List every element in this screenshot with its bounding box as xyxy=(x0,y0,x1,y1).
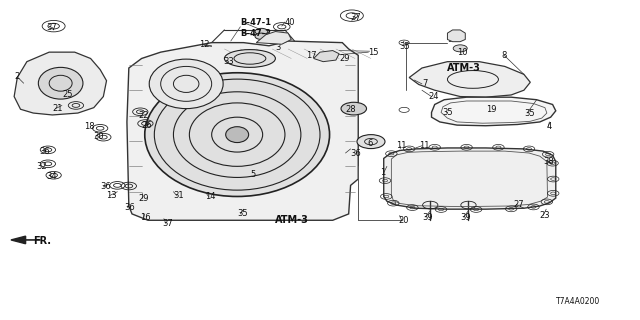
Circle shape xyxy=(357,135,385,148)
Text: 32: 32 xyxy=(36,162,47,171)
Text: 40: 40 xyxy=(285,18,296,27)
Text: 11: 11 xyxy=(419,141,429,150)
Text: 37: 37 xyxy=(46,23,57,32)
Text: 19: 19 xyxy=(486,105,496,114)
Text: 34: 34 xyxy=(46,172,56,181)
Text: 36: 36 xyxy=(124,203,135,212)
Text: 6: 6 xyxy=(368,139,373,148)
Text: 29: 29 xyxy=(339,54,349,63)
Polygon shape xyxy=(314,51,339,62)
Polygon shape xyxy=(384,148,556,209)
Text: 16: 16 xyxy=(140,213,151,222)
Text: 8: 8 xyxy=(502,51,507,60)
Text: 39: 39 xyxy=(460,212,471,222)
Text: 36: 36 xyxy=(40,147,51,156)
Polygon shape xyxy=(127,41,358,220)
Text: 1: 1 xyxy=(381,168,386,177)
Text: 35: 35 xyxy=(237,209,248,219)
Text: 14: 14 xyxy=(205,192,216,201)
Text: FR.: FR. xyxy=(33,236,51,246)
Polygon shape xyxy=(11,236,26,244)
Polygon shape xyxy=(431,97,556,126)
Text: 2: 2 xyxy=(14,72,19,81)
Text: 20: 20 xyxy=(398,216,409,225)
Text: 38: 38 xyxy=(543,157,554,166)
Text: 33: 33 xyxy=(223,57,234,66)
Polygon shape xyxy=(256,32,291,44)
Text: 31: 31 xyxy=(173,191,184,200)
Circle shape xyxy=(341,102,367,115)
Text: 3: 3 xyxy=(275,43,281,52)
Text: 12: 12 xyxy=(199,40,209,49)
Polygon shape xyxy=(14,52,106,115)
Circle shape xyxy=(255,28,268,35)
Text: 4: 4 xyxy=(546,122,552,131)
Polygon shape xyxy=(409,62,531,97)
Text: 5: 5 xyxy=(250,170,255,179)
Text: 25: 25 xyxy=(62,91,72,100)
Text: 24: 24 xyxy=(428,92,439,101)
Text: 29: 29 xyxy=(138,194,149,203)
Ellipse shape xyxy=(226,127,248,142)
Circle shape xyxy=(453,45,467,52)
Text: 36: 36 xyxy=(351,148,362,157)
Text: 9: 9 xyxy=(447,35,452,44)
Text: B-47-2: B-47-2 xyxy=(241,28,271,38)
Text: 21: 21 xyxy=(52,104,63,113)
Text: 37: 37 xyxy=(163,219,173,228)
Ellipse shape xyxy=(225,50,275,68)
Text: 10: 10 xyxy=(457,48,467,57)
Text: 13: 13 xyxy=(106,191,117,200)
Text: 23: 23 xyxy=(540,211,550,220)
Polygon shape xyxy=(447,30,465,42)
Text: 11: 11 xyxy=(396,141,407,150)
Text: 17: 17 xyxy=(306,51,317,60)
Text: B-47-1: B-47-1 xyxy=(241,18,271,27)
Text: 30: 30 xyxy=(94,132,104,141)
Text: 37: 37 xyxy=(351,13,362,22)
Text: 36: 36 xyxy=(100,182,111,191)
Text: T7A4A0200: T7A4A0200 xyxy=(556,297,600,306)
Ellipse shape xyxy=(149,59,223,108)
Text: 35: 35 xyxy=(442,108,453,117)
Text: 35: 35 xyxy=(524,108,534,117)
Text: 27: 27 xyxy=(513,200,524,209)
Text: ATM-3: ATM-3 xyxy=(275,215,309,225)
Text: 35: 35 xyxy=(399,42,410,51)
Text: ATM-3: ATM-3 xyxy=(447,63,481,73)
Ellipse shape xyxy=(145,73,330,196)
Text: 28: 28 xyxy=(346,105,356,114)
Text: 39: 39 xyxy=(422,212,433,222)
Text: 7: 7 xyxy=(422,79,428,88)
Ellipse shape xyxy=(38,68,83,99)
Text: 26: 26 xyxy=(141,121,152,130)
Circle shape xyxy=(255,33,268,39)
Text: 15: 15 xyxy=(368,48,378,57)
Text: 22: 22 xyxy=(138,111,149,120)
Text: 18: 18 xyxy=(84,122,95,131)
